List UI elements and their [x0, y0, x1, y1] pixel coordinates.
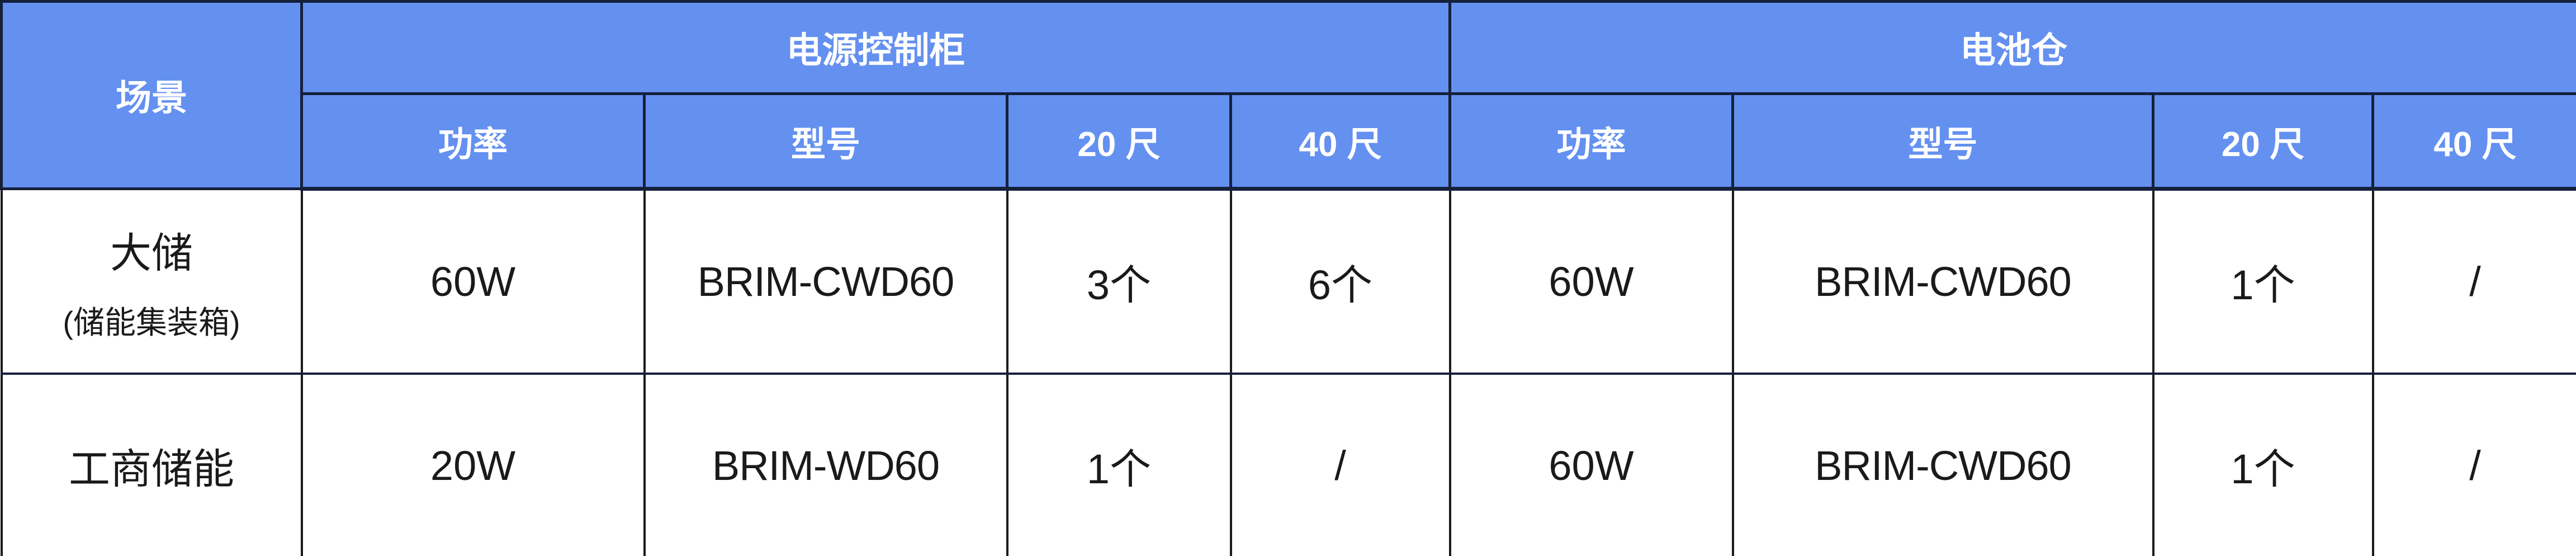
cell-batt-40ft: /: [2371, 187, 2576, 375]
cell-psu-40ft: 6个: [1229, 187, 1451, 375]
header-group-row: 场景 电源控制柜 电池仓: [0, 0, 2576, 190]
header-batt-40ft: 40 尺: [2371, 92, 2576, 191]
cell-psu-40ft: /: [1229, 372, 1451, 556]
cell-psu-20ft: 1个: [1006, 372, 1232, 556]
header-sub-row: 功率 型号 20 尺 40 尺 功率 型号 20 尺 40 尺: [2, 92, 2576, 191]
cell-psu-model: BRIM-WD60: [643, 372, 1008, 556]
scene-line-1: 工商储能: [69, 445, 234, 492]
scene-cell: 工商储能: [0, 372, 303, 556]
cell-batt-40ft: /: [2371, 372, 2576, 556]
cell-batt-power: 60W: [1448, 372, 1734, 556]
header-psu-model: 型号: [643, 92, 1008, 191]
cell-batt-20ft: 1个: [2152, 187, 2374, 375]
cell-batt-model: BRIM-CWD60: [1731, 187, 2154, 375]
table-row-commercial-storage: 工商储能 20W BRIM-WD60 1个 / 60W BRIM-CWD60 1…: [0, 372, 2576, 556]
header-psu-40ft: 40 尺: [1229, 92, 1451, 191]
scene-line-2: (储能集装箱): [63, 304, 240, 340]
header-batt-model: 型号: [1731, 92, 2154, 191]
cell-psu-power: 60W: [300, 187, 646, 375]
cell-psu-20ft: 3个: [1006, 187, 1232, 375]
header-group-power-control-cabinet: 电源控制柜: [300, 0, 1451, 95]
cell-batt-20ft: 1个: [2152, 372, 2374, 556]
cell-batt-model: BRIM-CWD60: [1731, 372, 2154, 556]
table-row-large-storage: 大储 (储能集装箱) 60W BRIM-CWD60 3个 6个 60W BRIM…: [0, 187, 2576, 375]
header-batt-20ft: 20 尺: [2152, 92, 2374, 191]
cell-psu-power: 20W: [300, 372, 646, 556]
scene-cell: 大储 (储能集装箱): [0, 187, 303, 375]
header-psu-power: 功率: [300, 92, 646, 191]
header-scene: 场景: [0, 0, 303, 190]
cell-batt-power: 60W: [1448, 187, 1734, 375]
header-group-battery-compartment: 电池仓: [1448, 0, 2576, 95]
cell-psu-model: BRIM-CWD60: [643, 187, 1008, 375]
scene-line-1: 大储: [110, 229, 193, 276]
header-batt-power: 功率: [1448, 92, 1734, 191]
header-psu-20ft: 20 尺: [1006, 92, 1232, 191]
